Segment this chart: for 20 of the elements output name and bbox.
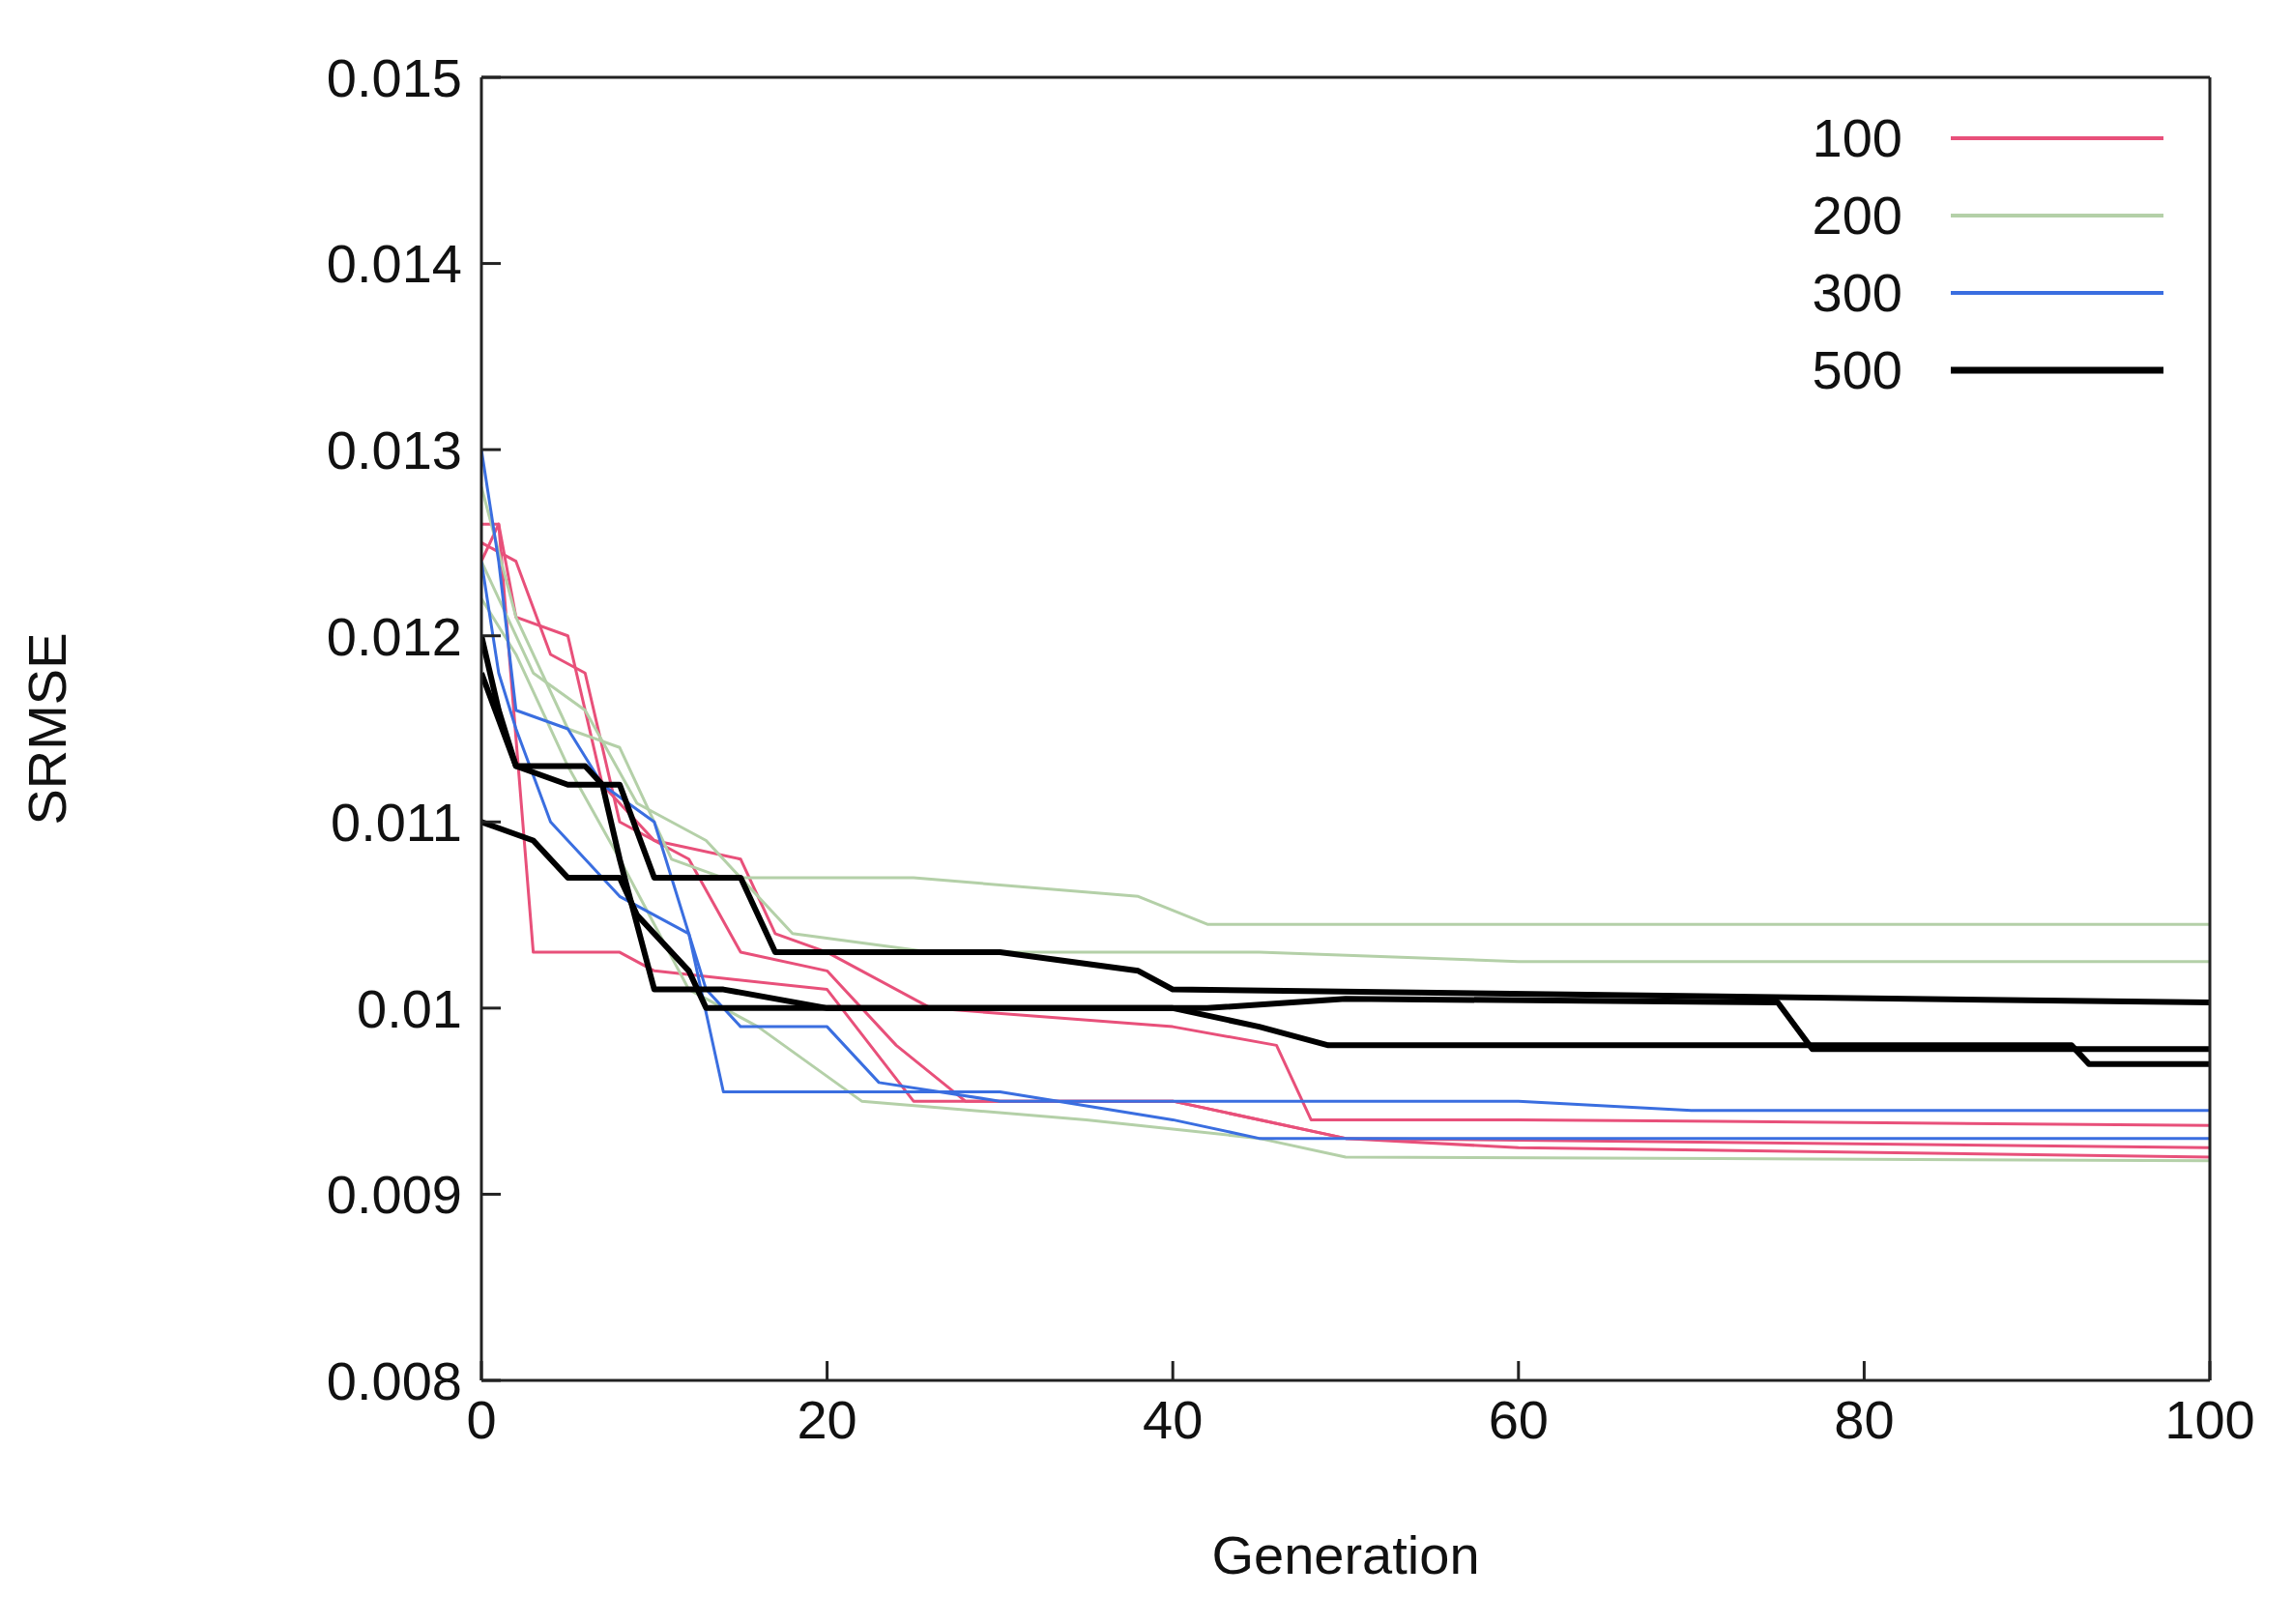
x-tick-label: 0 <box>466 1388 497 1450</box>
y-tick-label: 0.008 <box>326 1349 462 1411</box>
y-tick-label: 0.011 <box>331 792 462 854</box>
legend-label: 500 <box>1812 338 1902 402</box>
legend-label: 200 <box>1812 184 1902 247</box>
y-tick-label: 0.009 <box>326 1164 462 1226</box>
y-tick-label: 0.014 <box>326 233 462 295</box>
x-tick-label: 20 <box>797 1388 857 1450</box>
y-axis-title: SRMSE <box>15 632 77 826</box>
x-axis-title: Generation <box>1211 1524 1480 1585</box>
x-tick-label: 60 <box>1488 1388 1549 1450</box>
legend-label: 100 <box>1812 106 1902 170</box>
x-tick-label: 80 <box>1834 1388 1895 1450</box>
y-tick-label: 0.012 <box>326 605 462 667</box>
legend-label: 300 <box>1812 261 1902 325</box>
x-tick-label: 100 <box>2164 1388 2255 1450</box>
y-tick-label: 0.01 <box>357 977 462 1039</box>
x-tick-label: 40 <box>1143 1388 1204 1450</box>
y-tick-label: 0.013 <box>326 420 462 481</box>
y-tick-label: 0.015 <box>326 46 462 108</box>
